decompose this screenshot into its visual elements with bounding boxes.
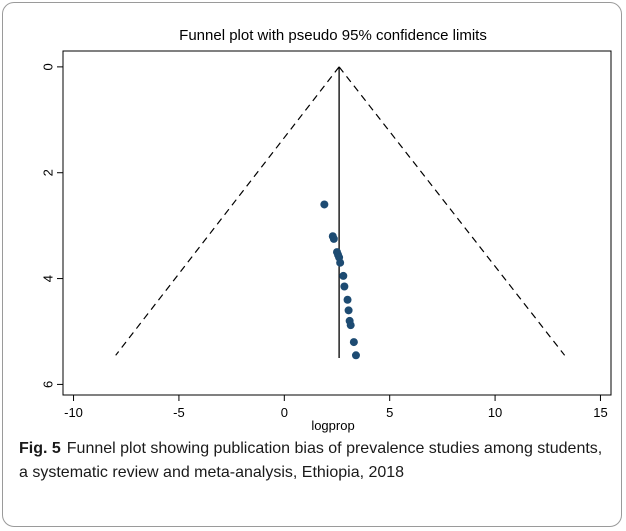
data-point (336, 258, 345, 267)
data-point (351, 351, 360, 360)
caption-label: Fig. 5 (19, 440, 61, 457)
x-tick-label: -5 (173, 405, 185, 420)
data-point (320, 200, 329, 209)
y-tick-label: 0 (40, 63, 55, 70)
funnel-plot: Funnel plot with pseudo 95% confidence l… (40, 27, 612, 433)
x-tick-label: 15 (593, 405, 607, 420)
data-point (349, 338, 358, 347)
x-tick-label: 10 (488, 405, 502, 420)
funnel-right-limit (338, 66, 566, 356)
plot-area (62, 50, 612, 396)
figure-caption: Fig. 5 Funnel plot showing publication bi… (19, 437, 611, 485)
funnel-left-limit (115, 66, 340, 356)
data-points (320, 200, 360, 360)
x-tick-label: 0 (281, 405, 288, 420)
data-point (329, 234, 338, 243)
figure-frame: Funnel plot with pseudo 95% confidence l… (2, 2, 622, 527)
y-tick-label: 4 (40, 275, 55, 282)
data-point (344, 306, 353, 315)
data-point (346, 321, 355, 330)
data-point (339, 271, 348, 280)
x-axis-label: logprop (311, 418, 354, 433)
caption-text: Funnel plot showing publication bias of … (19, 440, 603, 481)
axes: -10 -5 0 5 10 15 0 2 4 6 (40, 63, 607, 420)
y-tick-label: 6 (40, 381, 55, 388)
data-point (343, 295, 352, 304)
x-tick-label: -10 (64, 405, 83, 420)
data-point (340, 282, 349, 291)
y-tick-label: 2 (40, 169, 55, 176)
chart-title: Funnel plot with pseudo 95% confidence l… (179, 27, 487, 44)
x-tick-label: 5 (386, 405, 393, 420)
funnel-lines (115, 66, 566, 358)
